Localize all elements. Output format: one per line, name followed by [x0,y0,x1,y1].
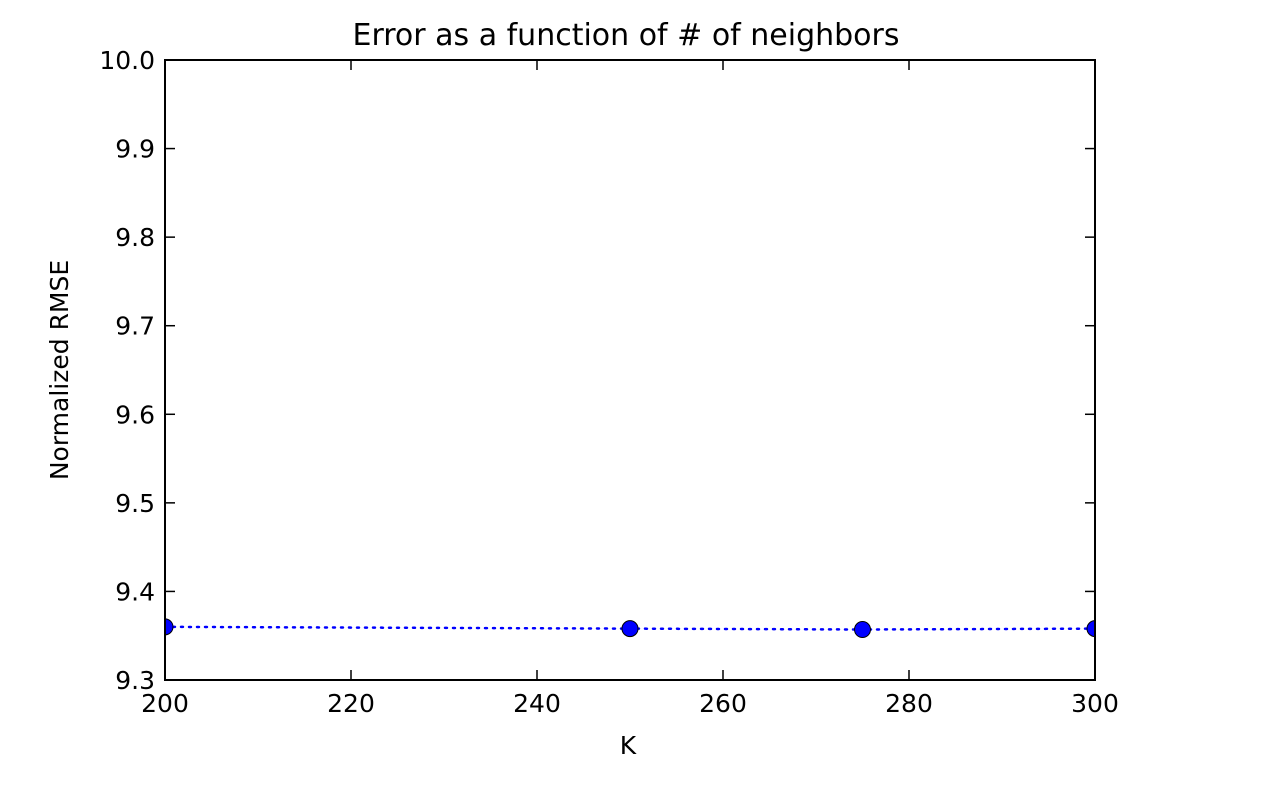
x-tick-label: 220 [327,689,375,718]
x-tick-label: 260 [699,689,747,718]
x-tick-label: 200 [141,689,189,718]
data-point [854,621,871,639]
y-tick-label: 9.7 [115,312,155,341]
plot-area [165,618,1095,639]
y-tick-label: 9.4 [115,577,155,606]
plot-frame [164,59,1096,681]
data-point [621,620,639,638]
y-tick-label: 10.0 [99,46,155,75]
series-layer [165,618,1095,639]
y-tick-label: 9.8 [115,223,155,252]
data-point [165,618,174,636]
x-tick-label: 280 [885,689,933,718]
y-tick-label: 9.3 [115,666,155,695]
y-tick-label: 9.6 [115,400,155,429]
x-axis-label: K [620,731,637,760]
y-axis-label: Normalized RMSE [45,260,74,480]
x-tick-label: 240 [513,689,561,718]
y-tick-label: 9.5 [115,489,155,518]
series-line [165,625,1095,631]
x-axis-tick-labels: 200 220 240 260 280 300 [141,689,1119,718]
x-tick-label: 300 [1071,689,1119,718]
chart-title: Error as a function of # of neighbors [352,18,899,53]
data-point [1086,620,1095,638]
y-axis-tick-labels: 9.3 9.4 9.5 9.6 9.7 9.8 9.9 10.0 [99,46,155,695]
y-tick-label: 9.9 [115,135,155,164]
